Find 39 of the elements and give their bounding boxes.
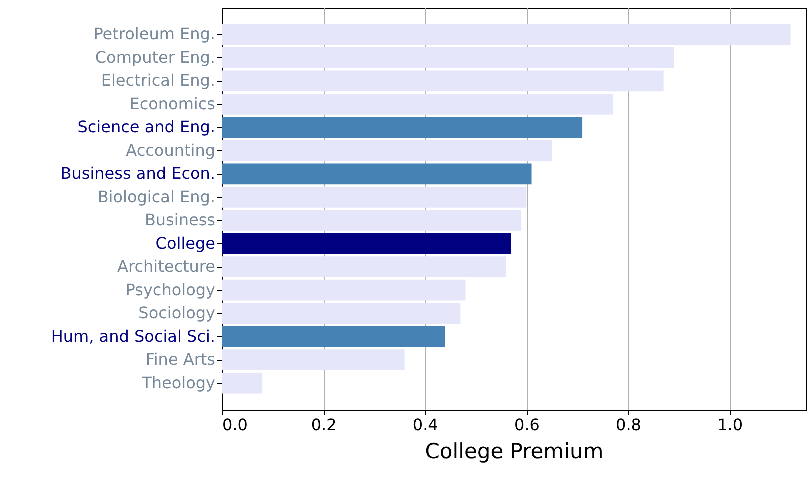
bar [222,233,512,254]
bar [222,24,791,46]
y-tick-label: Science and Eng. [78,118,216,137]
bar [222,70,664,92]
y-tick-label: College [156,234,216,253]
bar [222,280,466,301]
y-tick-label: Electrical Eng. [101,71,216,90]
bar [222,372,263,394]
x-tick-label: 0.8 [616,416,642,434]
bar [222,303,461,324]
bar [222,140,552,162]
bar [222,326,446,348]
y-tick-label: Computer Eng. [95,48,216,67]
bar [222,256,506,278]
y-tick-label: Hum, and Social Sci. [51,326,216,346]
x-tick-label: 1.0 [718,416,744,434]
x-tick-label: 0.4 [412,416,438,434]
y-tick-label: Petroleum Eng. [94,24,216,44]
bar [222,164,532,185]
bar [222,94,614,115]
x-tick-label: 0.0 [222,416,248,434]
bar [222,350,405,370]
x-tick-label: 0.6 [514,416,540,434]
bar [222,117,583,138]
x-tick-label: 0.2 [311,416,337,434]
y-tick-label: Sociology [138,304,216,323]
y-tick-label: Psychology [126,280,216,300]
bar [222,48,674,68]
x-axis-title: College Premium [425,440,604,464]
bar [222,210,522,232]
y-tick-label: Fine Arts [146,350,216,370]
y-tick-label: Accounting [126,140,216,160]
y-tick-label: Architecture [118,257,216,276]
y-tick-label: Biological Eng. [98,187,216,206]
bar [222,186,527,208]
y-tick-label: Business [144,210,216,230]
y-tick-label: Business and Econ. [60,164,216,184]
y-tick-label: Theology [141,373,216,392]
y-tick-label: Economics [130,94,216,114]
